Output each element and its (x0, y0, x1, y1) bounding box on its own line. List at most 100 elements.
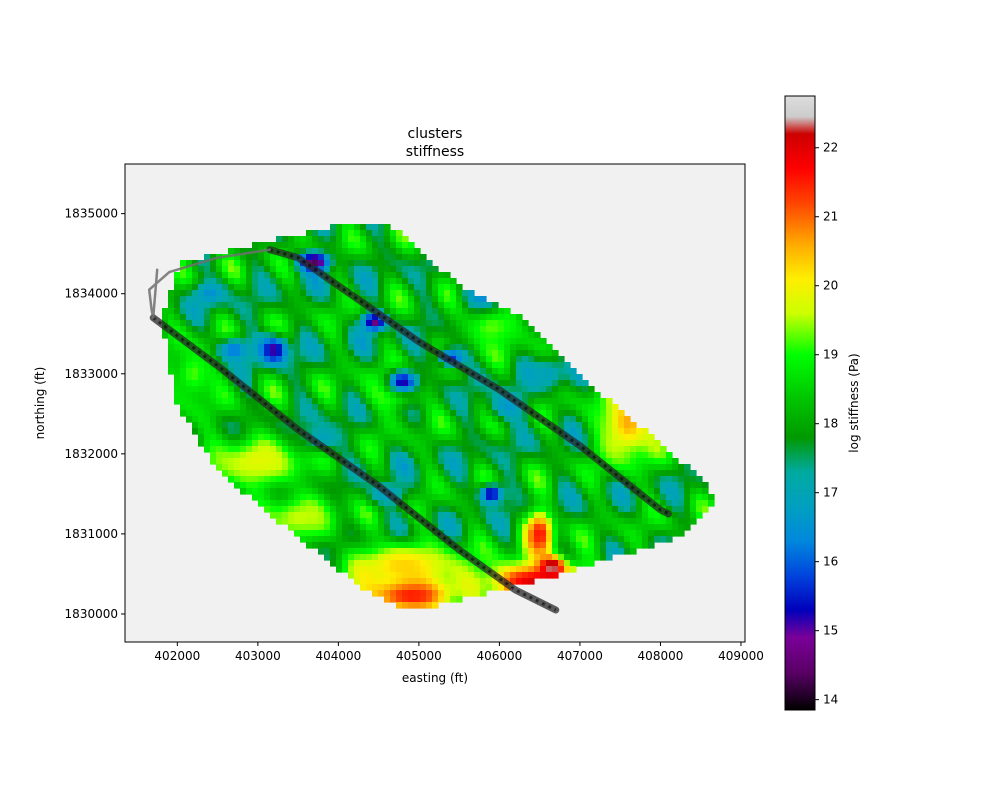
heatmap-cell (426, 332, 433, 339)
heatmap-cell (276, 278, 283, 285)
heatmap-cell (558, 524, 565, 531)
heatmap-cell (324, 434, 331, 441)
heatmap-cell (348, 356, 355, 363)
heatmap-cell (462, 338, 469, 345)
heatmap-cell (504, 386, 511, 393)
heatmap-cell (582, 482, 589, 489)
heatmap-cell (432, 332, 439, 339)
heatmap-cell (594, 548, 601, 555)
heatmap-cell (426, 518, 433, 525)
heatmap-cell (420, 320, 427, 327)
heatmap-cell (474, 584, 481, 591)
heatmap-cell (180, 266, 187, 273)
heatmap-cell (444, 494, 451, 501)
heatmap-cell (432, 434, 439, 441)
heatmap-cell (240, 410, 247, 417)
heatmap-cell (336, 440, 343, 447)
heatmap-cell (264, 440, 271, 447)
heatmap-cell (210, 338, 217, 345)
heatmap-cell (438, 572, 445, 579)
colorbar-tick-label: 20 (823, 279, 838, 293)
heatmap-cell (324, 554, 331, 561)
heatmap-cell (288, 308, 295, 315)
heatmap-cell (252, 398, 259, 405)
heatmap-cell (492, 476, 499, 483)
heatmap-cell (426, 308, 433, 315)
heatmap-cell (414, 578, 421, 585)
heatmap-cell (486, 554, 493, 561)
heatmap-cell (198, 404, 205, 411)
heatmap-cell (222, 290, 229, 297)
heatmap-cell (210, 344, 217, 351)
heatmap-cell (210, 350, 217, 357)
heatmap-cell (186, 374, 193, 381)
heatmap-cell (318, 392, 325, 399)
heatmap-cell (294, 326, 301, 333)
heatmap-cell (252, 452, 259, 459)
heatmap-cell (474, 332, 481, 339)
heatmap-cell (366, 518, 373, 525)
heatmap-cell (462, 566, 469, 573)
heatmap-cell (432, 512, 439, 519)
heatmap-cell (486, 356, 493, 363)
heatmap-cell (348, 410, 355, 417)
heatmap-cell (462, 404, 469, 411)
heatmap-cell (186, 314, 193, 321)
heatmap-cell (318, 434, 325, 441)
heatmap-cell (636, 428, 643, 435)
heatmap-cell (690, 488, 697, 495)
heatmap-cell (444, 284, 451, 291)
heatmap-cell (306, 386, 313, 393)
heatmap-cell (174, 362, 181, 369)
heatmap-cell (330, 254, 337, 261)
heatmap-cell (540, 494, 547, 501)
heatmap-cell (666, 524, 673, 531)
heatmap-cell (534, 476, 541, 483)
heatmap-cell (462, 494, 469, 501)
heatmap-cell (330, 386, 337, 393)
heatmap-cell (576, 524, 583, 531)
heatmap-cell (276, 344, 283, 351)
heatmap-cell (216, 422, 223, 429)
heatmap-cell (462, 386, 469, 393)
heatmap-cell (324, 380, 331, 387)
heatmap-cell (468, 488, 475, 495)
heatmap-cell (618, 446, 625, 453)
heatmap-cell (258, 446, 265, 453)
heatmap-cell (510, 380, 517, 387)
heatmap-cell (240, 374, 247, 381)
heatmap-cell (342, 530, 349, 537)
heatmap-cell (408, 350, 415, 357)
heatmap-cell (336, 566, 343, 573)
heatmap-cell (564, 476, 571, 483)
heatmap-cell (330, 464, 337, 471)
heatmap-cell (600, 440, 607, 447)
heatmap-cell (384, 470, 391, 477)
heatmap-cell (666, 452, 673, 459)
heatmap-cell (270, 392, 277, 399)
heatmap-cell (630, 512, 637, 519)
heatmap-cell (366, 452, 373, 459)
heatmap-cell (534, 500, 541, 507)
heatmap-cell (486, 488, 493, 495)
heatmap-cell (516, 452, 523, 459)
heatmap-cell (324, 428, 331, 435)
heatmap-cell (378, 254, 385, 261)
heatmap-cell (408, 242, 415, 249)
heatmap-cell (360, 392, 367, 399)
heatmap-cell (372, 458, 379, 465)
heatmap-cell (300, 326, 307, 333)
heatmap-cell (330, 446, 337, 453)
heatmap-cell (312, 254, 319, 261)
heatmap-cell (660, 446, 667, 453)
heatmap-cell (474, 536, 481, 543)
heatmap-cell (648, 518, 655, 525)
heatmap-cell (396, 458, 403, 465)
heatmap-cell (246, 446, 253, 453)
heatmap-cell (582, 494, 589, 501)
heatmap-cell (234, 362, 241, 369)
heatmap-cell (534, 470, 541, 477)
heatmap-cell (222, 302, 229, 309)
heatmap-cell (330, 230, 337, 237)
heatmap-cell (240, 398, 247, 405)
